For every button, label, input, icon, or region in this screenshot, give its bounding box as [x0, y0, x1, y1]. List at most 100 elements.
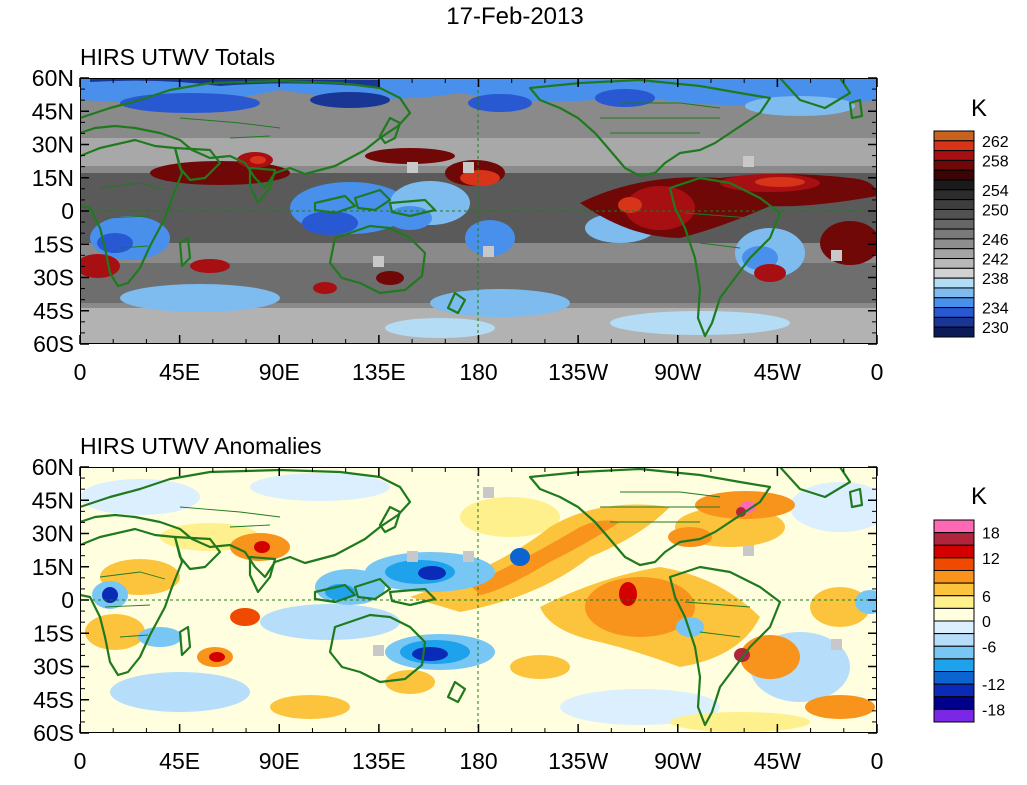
totals-panel-title: HIRS UTWV Totals	[80, 44, 275, 70]
colorbar-swatch	[933, 208, 975, 220]
border-line-1	[104, 604, 151, 608]
coastline-7	[328, 224, 427, 295]
y-tick-label: 30S	[33, 654, 74, 680]
coastline-6	[388, 198, 437, 218]
coastline-0	[80, 527, 184, 677]
x-tick-label: 90E	[259, 359, 300, 385]
y-tick-label: 15S	[33, 231, 74, 257]
colorbar-swatch	[933, 140, 975, 152]
coastline-8	[446, 680, 467, 704]
anomalies-missing-markers	[373, 487, 842, 656]
x-tick-label: 45E	[159, 359, 200, 385]
colorbar-swatch	[933, 169, 975, 181]
colorbar-label: 234	[982, 301, 1009, 318]
x-tick-label: 90W	[654, 359, 702, 385]
totals-colorbar: K 262 258 254 250 246 242 238 234 230	[933, 95, 1009, 338]
coastline-4	[313, 583, 357, 604]
colorbar-swatch	[933, 228, 975, 240]
x-tick-label: 0	[871, 359, 884, 385]
coastline-0	[80, 138, 184, 288]
coastline-14	[848, 98, 864, 120]
coastline-5	[353, 188, 392, 212]
colorbar-swatch	[933, 620, 975, 635]
border-line-4	[229, 135, 271, 139]
y-tick-label: 15N	[32, 165, 74, 191]
coastline-10	[778, 467, 852, 499]
anomalies-axes: 0 45E 90E 135E 180 135W 90W 45W 0 60N 45N 30N 15N 0 15…	[32, 454, 884, 774]
coastline-2	[173, 146, 222, 182]
y-tick-label: 45N	[32, 487, 74, 513]
y-tick-label: 30N	[32, 132, 74, 158]
coastline-13	[248, 166, 277, 205]
x-tick-label: 45E	[159, 748, 200, 774]
colorbar-swatch	[933, 130, 975, 142]
y-tick-label: 60N	[32, 65, 74, 91]
colorbar-label: 18	[982, 526, 1000, 543]
colorbar-label: 238	[982, 271, 1009, 288]
x-tick-label: 180	[459, 359, 497, 385]
colorbar-swatch	[933, 297, 975, 309]
colorbar-swatch	[933, 307, 975, 318]
coastline-9	[528, 467, 772, 567]
y-tick-label: 60S	[33, 720, 74, 746]
colorbar-swatch	[933, 658, 975, 672]
x-tick-label: 180	[459, 748, 497, 774]
colorbar-swatch	[933, 159, 975, 171]
anomalies-colorbar: K 18 12 6 0 -6 -12 -18	[933, 483, 1005, 723]
border-line-8	[684, 212, 751, 219]
coastline-7	[328, 613, 427, 684]
colorbar-swatch	[933, 287, 975, 299]
y-tick-label: 45S	[33, 687, 74, 713]
border-line-0	[99, 571, 166, 580]
colorbar-swatch	[933, 238, 975, 250]
colorbar-swatch	[933, 277, 975, 289]
border-line-3	[179, 506, 281, 518]
y-tick-label: 15N	[32, 554, 74, 580]
x-tick-label: 90E	[259, 748, 300, 774]
y-tick-label: 30N	[32, 521, 74, 547]
x-tick-label: 0	[74, 748, 87, 774]
totals-panel: HIRS UTWV Totals	[32, 44, 884, 385]
colorbar-swatch	[933, 316, 975, 328]
totals-missing-markers	[373, 156, 842, 267]
x-tick-label: 135W	[548, 748, 608, 774]
coastline-14	[848, 487, 864, 509]
totals-axes: 0 45E 90E 135E 180 135W 90W 45W 0 60N 45N 30N 15N 0 15…	[32, 65, 884, 385]
colorbar-swatch	[933, 326, 975, 338]
coastline-5	[353, 577, 392, 601]
border-line-3	[179, 117, 281, 129]
colorbar-label: 242	[982, 252, 1009, 269]
border-line-1	[104, 215, 151, 219]
colorbar-swatch	[933, 258, 975, 269]
colorbar-label: -18	[982, 702, 1005, 719]
colorbar-swatch	[933, 607, 975, 622]
colorbar-swatch	[933, 544, 975, 559]
border-line-7	[620, 102, 721, 109]
colorbar-swatch	[933, 683, 975, 698]
totals-map	[80, 78, 877, 344]
colorbar-swatch	[933, 570, 975, 584]
colorbar-swatch	[933, 696, 975, 710]
colorbar-swatch	[933, 595, 975, 609]
colorbar-label: 250	[982, 202, 1009, 219]
x-tick-label: 45W	[754, 359, 802, 385]
border-line-2	[119, 634, 149, 638]
colorbar-label: -12	[982, 677, 1005, 694]
colorbar-label: -6	[982, 639, 996, 656]
x-tick-label: 135W	[548, 359, 608, 385]
border-line-0	[99, 182, 166, 191]
x-tick-label: 135E	[352, 748, 406, 774]
border-line-9	[699, 631, 741, 638]
y-tick-label: 60S	[33, 331, 74, 357]
coastline-3	[378, 116, 402, 145]
coastline-6	[388, 587, 437, 607]
colorbar-label: 0	[982, 614, 991, 631]
y-tick-label: 30S	[33, 265, 74, 291]
coastline-4	[313, 194, 357, 215]
coastline-12	[178, 236, 192, 268]
border-line-9	[699, 242, 741, 249]
anomalies-map	[80, 467, 877, 733]
anomalies-panel: HIRS UTWV Anomalies	[32, 433, 884, 774]
coastline-13	[248, 555, 277, 594]
colorbar-swatch	[933, 532, 975, 546]
